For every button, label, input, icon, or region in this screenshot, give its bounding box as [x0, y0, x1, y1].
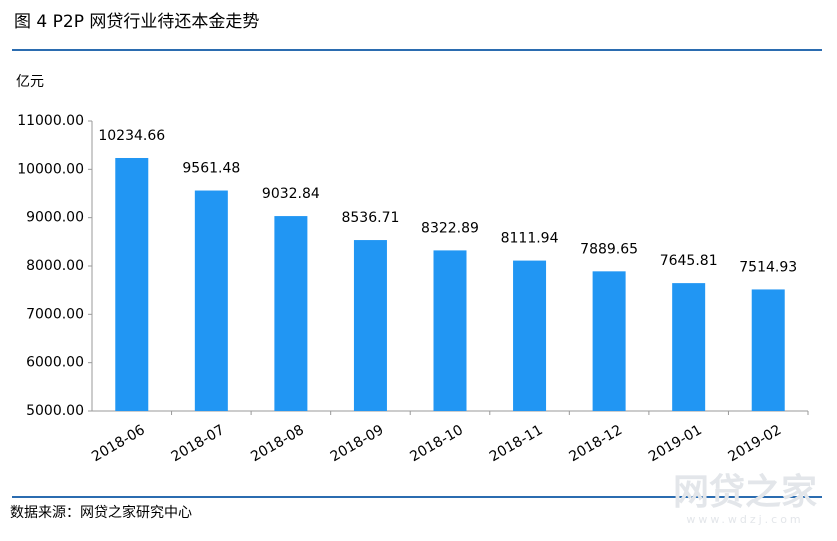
- watermark: 网贷之家: [673, 472, 817, 513]
- x-tick-label: 2018-07: [169, 422, 228, 465]
- y-tick-label: 6000.00: [26, 355, 84, 371]
- x-tick-label: 2018-12: [566, 422, 625, 465]
- y-tick-label: 5000.00: [26, 403, 84, 419]
- data-label: 8536.71: [341, 210, 399, 226]
- y-tick-label: 7000.00: [26, 306, 84, 322]
- bar: [274, 216, 308, 411]
- x-tick-label: 2019-02: [726, 422, 785, 465]
- x-tick-label: 2019-01: [646, 422, 705, 465]
- data-label: 10234.66: [98, 128, 165, 144]
- x-tick-label: 2018-06: [89, 422, 148, 465]
- bar: [672, 283, 706, 411]
- y-axis-unit: 亿元: [16, 74, 44, 90]
- y-tick-label: 11000.00: [17, 113, 84, 129]
- data-label: 8111.94: [501, 231, 559, 247]
- bar: [751, 289, 785, 411]
- y-tick-label: 10000.00: [17, 161, 84, 177]
- data-label: 7889.65: [580, 241, 638, 257]
- bar: [592, 271, 626, 411]
- data-label: 8322.89: [421, 220, 479, 236]
- watermark-url: www.wdzj.com: [686, 513, 803, 526]
- bar: [194, 190, 228, 411]
- x-tick-label: 2018-09: [328, 422, 387, 465]
- chart-title: 图 4 P2P 网贷行业待还本金走势: [14, 12, 259, 32]
- bar: [513, 260, 547, 411]
- bar: [433, 250, 467, 411]
- source-note: 数据来源：网贷之家研究中心: [10, 504, 192, 521]
- data-label: 7514.93: [739, 259, 797, 275]
- y-tick-label: 9000.00: [26, 210, 84, 226]
- bar: [353, 240, 387, 411]
- bar: [115, 157, 149, 411]
- data-label: 7645.81: [660, 253, 718, 269]
- x-tick-label: 2018-10: [407, 422, 466, 465]
- data-label: 9032.84: [262, 186, 320, 202]
- y-tick-label: 8000.00: [26, 258, 84, 274]
- data-label: 9561.48: [182, 161, 240, 177]
- x-tick-label: 2018-08: [248, 422, 307, 465]
- x-tick-label: 2018-11: [487, 422, 546, 465]
